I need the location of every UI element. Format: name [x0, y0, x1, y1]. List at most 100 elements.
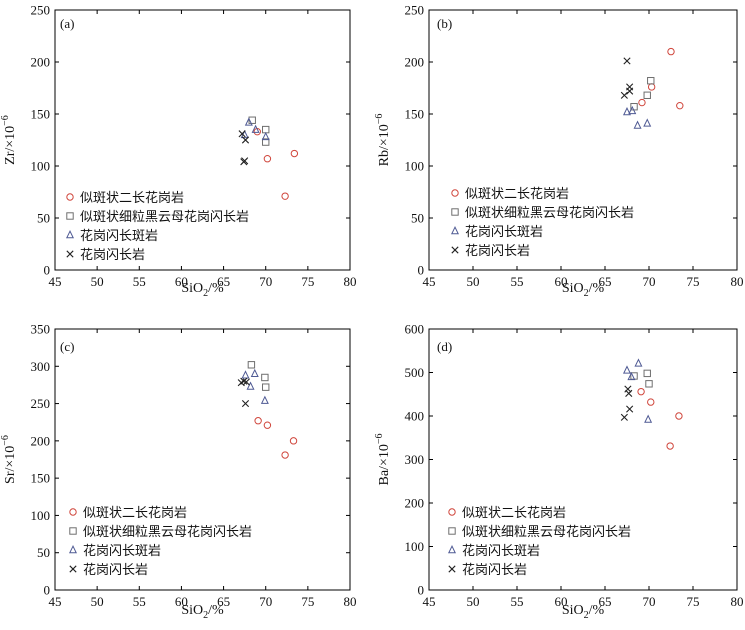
x-tick-label: 60 [175, 274, 188, 289]
y-axis-label: Rb/×10−6 [374, 114, 392, 167]
data-point-triangle [260, 395, 269, 404]
plot-frame [54, 328, 351, 591]
y-tick-label: 50 [37, 545, 50, 560]
x-tick-label: 45 [49, 594, 62, 609]
legend-marker-square [66, 212, 74, 220]
x-tick-label: 60 [555, 274, 568, 289]
x-tick-label: 75 [687, 594, 700, 609]
legend-label: 花岗闪长斑岩 [462, 543, 540, 559]
data-point-x [238, 130, 246, 138]
data-point-triangle [633, 120, 642, 129]
x-tick-label: 50 [467, 594, 480, 609]
data-point-x [620, 413, 628, 421]
y-tick-label: 150 [31, 471, 51, 486]
x-tick-label: 60 [175, 594, 188, 609]
x-axis-label: SiO2/% [181, 603, 224, 621]
legend-label: 花岗闪长岩 [83, 562, 148, 578]
data-point-triangle [634, 358, 643, 367]
series-x [237, 377, 250, 408]
data-point-triangle [261, 131, 270, 141]
data-point-triangle [241, 370, 250, 379]
x-axis-label: SiO2/% [562, 603, 605, 621]
legend-marker-circle [448, 508, 456, 516]
y-tick-label: 0 [44, 263, 51, 278]
y-axis-label: Sr/×10−6 [0, 435, 18, 484]
legend-marker-triangle [69, 545, 77, 554]
x-tick-label: 45 [49, 274, 62, 289]
x-tick-label: 80 [344, 594, 357, 609]
series-square [248, 116, 270, 146]
y-tick-label: 150 [405, 107, 425, 122]
data-point-x [242, 378, 250, 386]
y-tick-label: 200 [405, 55, 425, 70]
legend-marker-square [451, 208, 459, 216]
x-tick-label: 75 [301, 594, 314, 609]
data-point-circle [263, 421, 272, 429]
data-point-square [262, 138, 270, 146]
y-tick-label: 250 [31, 396, 51, 411]
data-point-triangle [250, 368, 259, 378]
legend-label: 似斑状二长花岗岩 [462, 505, 566, 521]
series-circle [637, 387, 683, 450]
legend-marker-circle [451, 189, 459, 197]
y-tick-label: 200 [405, 496, 425, 511]
y-tick-label: 300 [31, 359, 51, 374]
y-tick-label: 600 [405, 322, 425, 337]
y-tick-label: 400 [405, 409, 425, 424]
x-tick-label: 70 [643, 594, 656, 609]
y-tick-label: 150 [31, 107, 51, 122]
y-tick-label: 100 [405, 539, 425, 554]
y-tick-label: 0 [418, 263, 425, 278]
data-point-circle [281, 451, 289, 459]
x-tick-label: 55 [511, 594, 524, 609]
y-tick-label: 100 [31, 159, 51, 174]
data-point-circle [638, 98, 646, 107]
data-point-circle [281, 192, 289, 200]
data-point-square [262, 125, 270, 134]
x-tick-label: 80 [344, 274, 357, 289]
x-tick-label: 80 [731, 274, 744, 289]
data-point-square [247, 361, 256, 369]
legend-marker-triangle [451, 226, 459, 235]
legend-marker-x [448, 565, 456, 573]
plot-frame [54, 9, 351, 271]
legend-marker-x [66, 250, 74, 258]
legend-marker-triangle [448, 545, 456, 554]
series-triangle [623, 358, 653, 423]
series-circle [253, 127, 299, 200]
panel-label: (c) [60, 339, 74, 354]
legend-marker-x [69, 565, 77, 573]
data-point-circle [675, 412, 683, 420]
y-tick-label: 250 [31, 3, 51, 18]
x-tick-label: 65 [599, 274, 612, 289]
data-point-triangle [628, 105, 637, 115]
legend-label: 似斑状二长花岗岩 [80, 190, 184, 206]
data-point-triangle [623, 106, 631, 116]
x-tick-label: 50 [91, 594, 104, 609]
data-point-circle [666, 442, 674, 450]
legend-label: 似斑状二长花岗岩 [83, 505, 187, 521]
y-tick-label: 250 [405, 3, 425, 18]
legend-marker-circle [66, 193, 74, 201]
data-point-x [241, 136, 250, 144]
y-tick-label: 500 [405, 365, 425, 380]
panel-d: 45 50 55 60 65 70 75 80 0 100 200 300 400 500 600 (d) Si… [374, 322, 744, 622]
panel-label: (a) [60, 16, 74, 31]
legend-label: 花岗闪长斑岩 [83, 543, 161, 559]
x-tick-label: 45 [423, 594, 436, 609]
legend-label: 花岗闪长岩 [465, 243, 530, 259]
legend-marker-square [448, 527, 456, 535]
legend-label: 花岗闪长岩 [80, 247, 145, 263]
data-point-square [647, 77, 655, 85]
y-tick-label: 300 [405, 452, 425, 467]
x-tick-label: 75 [687, 274, 700, 289]
legend-label: 似斑状细粒黑云母花岗闪长岩 [465, 205, 634, 221]
x-tick-label: 75 [301, 274, 314, 289]
panel-label: (d) [437, 339, 452, 354]
data-point-x [240, 158, 248, 166]
panel-a: 45 50 55 60 65 70 75 80 0 50 100 150 200 250 (a) SiO2/%… [0, 3, 357, 300]
data-point-x [626, 405, 634, 413]
